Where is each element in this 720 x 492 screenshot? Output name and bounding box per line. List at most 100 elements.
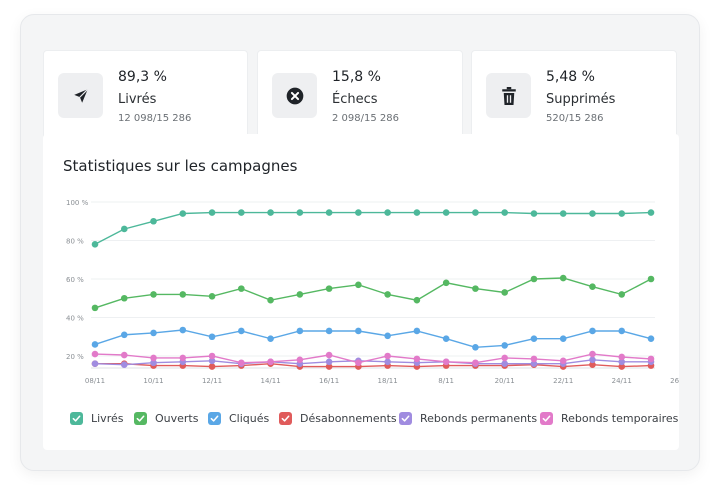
data-point (618, 210, 626, 217)
legend-label: Rebonds permanents (420, 411, 538, 425)
data-point (208, 352, 216, 360)
campaign-line-chart: 20 % 40 % 60 % 80 % 100 % 08/11 10/11 12/11 14/1… (66, 199, 679, 385)
checkbox-icon[interactable] (70, 411, 83, 425)
data-point (179, 210, 187, 217)
data-point (355, 359, 362, 367)
data-point (355, 281, 362, 289)
legend-label: Rebonds temporaires (561, 411, 679, 425)
data-point (179, 291, 187, 298)
legend-item[interactable]: Rebonds temporaires (540, 409, 678, 427)
stat-label: Livrés (118, 92, 157, 107)
data-point (208, 357, 216, 365)
data-point (618, 291, 626, 298)
series-line (94, 277, 652, 309)
checkbox-icon[interactable] (399, 411, 412, 425)
data-point (384, 352, 391, 360)
data-point (208, 293, 216, 300)
series-line (95, 362, 652, 368)
data-point (472, 359, 479, 367)
data-point (530, 275, 538, 283)
legend-item[interactable]: Rebonds permanents (399, 409, 537, 427)
data-point (91, 360, 99, 367)
data-point (355, 209, 362, 216)
data-point (559, 335, 567, 342)
data-point (442, 279, 450, 287)
x-tick-label: 14/11 (260, 377, 280, 385)
data-point (150, 329, 157, 337)
legend-item[interactable]: Livrés (70, 409, 123, 427)
x-tick-label: 22/11 (553, 377, 573, 385)
data-point (91, 241, 99, 248)
x-tick-label: 20/11 (495, 377, 515, 385)
data-point (179, 354, 187, 362)
data-point (238, 209, 245, 216)
y-tick-label: 100 % (66, 199, 89, 207)
y-tick-label: 20 % (66, 353, 84, 361)
checkbox-icon[interactable] (279, 411, 292, 425)
stat-sub: 520/15 286 (546, 113, 604, 124)
data-point (150, 217, 157, 225)
stat-sub: 12 098/15 286 (118, 113, 192, 124)
data-point (120, 294, 128, 302)
x-tick-label: 24/11 (612, 377, 632, 385)
data-point (120, 225, 128, 233)
x-circle-icon (272, 73, 317, 118)
legend-label: Ouverts (155, 411, 199, 425)
data-point (120, 361, 128, 368)
data-point (559, 357, 567, 365)
data-point (150, 359, 157, 367)
data-point (559, 210, 567, 217)
data-point (530, 210, 538, 217)
data-point (384, 332, 391, 340)
data-point (355, 327, 362, 335)
legend-item[interactable]: Désabonnements (279, 409, 397, 427)
data-point (647, 275, 655, 283)
data-point (442, 335, 450, 342)
data-point (238, 359, 245, 367)
data-point (384, 358, 391, 366)
y-tick-label: 80 % (66, 238, 84, 246)
stat-card-delivered: 89,3 % Livrés 12 098/15 286 (43, 50, 248, 141)
data-point (472, 344, 479, 351)
series-line (94, 211, 652, 245)
stat-sub: 2 098/15 286 (332, 113, 399, 124)
data-point (325, 285, 333, 292)
data-point (442, 358, 450, 366)
data-point (384, 291, 391, 298)
checkbox-icon[interactable] (134, 411, 147, 425)
data-point (238, 285, 245, 292)
data-point (296, 209, 304, 216)
data-point (647, 355, 655, 363)
data-point (413, 296, 421, 304)
chart-title: Statistiques sur les campagnes (63, 157, 298, 175)
data-point (618, 358, 626, 366)
data-point (325, 351, 333, 359)
y-tick-label: 40 % (66, 315, 84, 323)
stat-card-failed: 15,8 % Échecs 2 098/15 286 (257, 50, 463, 141)
data-point (530, 335, 538, 342)
x-tick-label: 18/11 (378, 377, 398, 385)
checkbox-icon[interactable] (208, 411, 221, 425)
data-point (501, 342, 508, 349)
data-point (472, 285, 479, 292)
campaign-chart-card: Statistiques sur les campagnes 20 % 40 % 6… (43, 134, 679, 450)
data-point (91, 304, 99, 312)
data-point (296, 356, 304, 364)
data-point (618, 363, 626, 370)
data-point (267, 209, 274, 216)
data-point (208, 333, 216, 341)
legend-item[interactable]: Cliqués (208, 409, 269, 427)
legend-item[interactable]: Ouverts (134, 409, 198, 427)
data-point (413, 209, 421, 216)
legend-label: Cliqués (229, 411, 270, 425)
stat-value: 89,3 % (118, 69, 167, 85)
data-point (208, 209, 216, 216)
y-tick-label: 60 % (66, 276, 84, 284)
checkbox-icon[interactable] (540, 411, 553, 425)
send-icon (58, 73, 103, 118)
data-point (618, 327, 626, 335)
series-line (94, 329, 652, 349)
data-point (530, 355, 538, 363)
data-point (91, 341, 99, 348)
data-point (325, 358, 333, 366)
